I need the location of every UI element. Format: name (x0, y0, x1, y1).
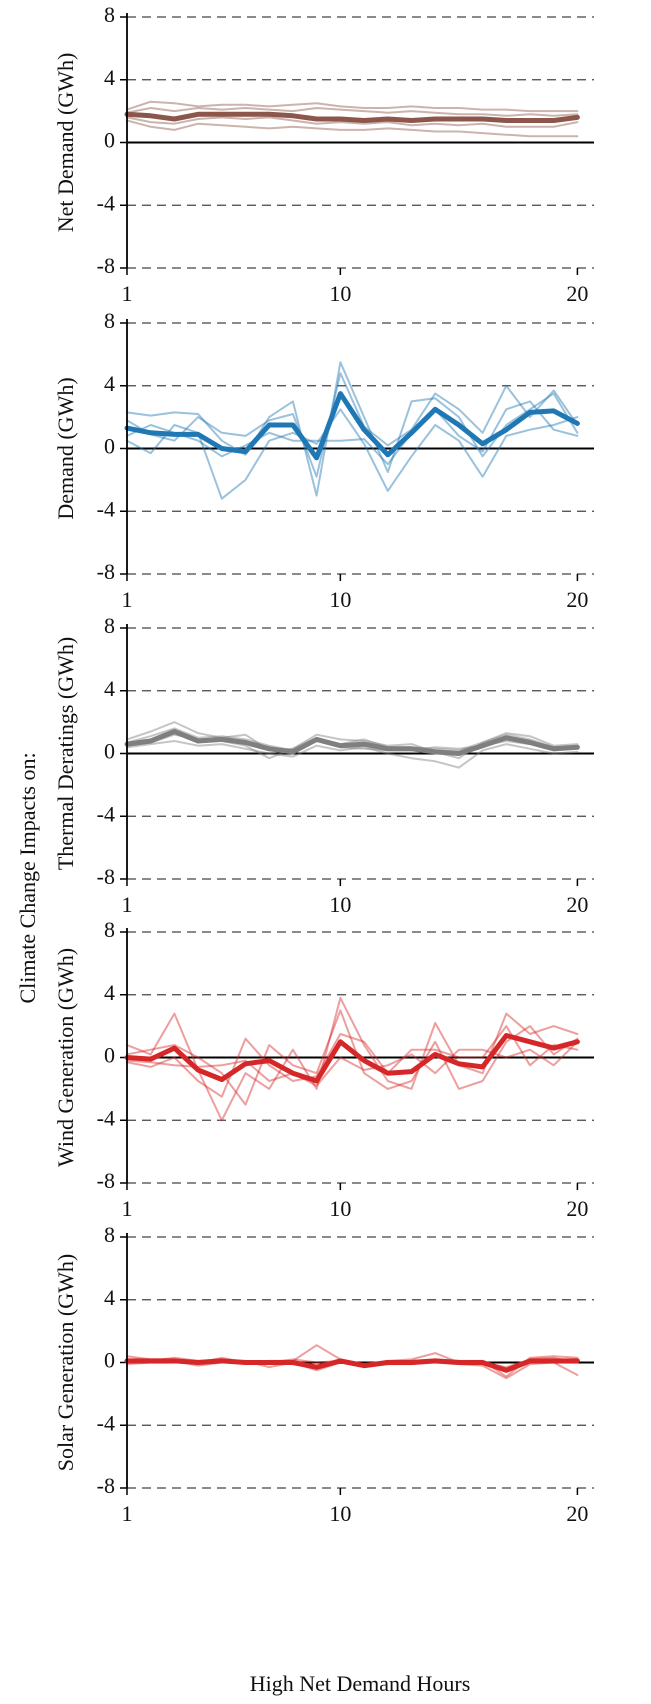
y-tick-label: 0 (104, 739, 115, 764)
x-tick-label: 10 (329, 1196, 351, 1221)
x-tick-label: 1 (122, 1501, 133, 1526)
series-line (124, 729, 580, 756)
series-line (126, 1040, 579, 1087)
super-y-label: Climate Change Impacts on: (15, 752, 40, 1003)
x-tick-label: 10 (329, 587, 351, 612)
y-tick-label: 8 (104, 2, 115, 27)
y-tick-label: -4 (97, 496, 115, 521)
x-tick-label: 1 (122, 281, 133, 306)
x-tick-label: 10 (329, 892, 351, 917)
series-line (126, 1009, 579, 1106)
y-tick-label: 4 (104, 1285, 115, 1310)
y-tick-label: -4 (97, 190, 115, 215)
series-line (124, 1033, 580, 1084)
y-tick-label: 4 (104, 371, 115, 396)
y-axis-label: Net Demand (GWh) (53, 53, 78, 233)
x-tick-label: 20 (566, 1501, 588, 1526)
y-tick-label: -8 (97, 864, 115, 889)
y-tick-label: -8 (97, 1168, 115, 1193)
series-line (126, 996, 579, 1122)
y-axis-label: Thermal Deratings (GWh) (53, 637, 78, 870)
series-line (126, 100, 579, 113)
y-tick-label: -8 (97, 253, 115, 278)
y-tick-label: 4 (104, 676, 115, 701)
y-axis-label: Wind Generation (GWh) (53, 948, 78, 1167)
y-tick-label: 0 (104, 1043, 115, 1068)
x-tick-label: 20 (566, 587, 588, 612)
y-tick-label: -4 (97, 801, 115, 826)
y-tick-label: 8 (104, 917, 115, 942)
series-line (126, 116, 579, 128)
y-axis-label: Demand (GWh) (53, 377, 78, 519)
x-tick-label: 1 (122, 1196, 133, 1221)
y-tick-label: -8 (97, 1473, 115, 1498)
x-tick-label: 1 (122, 892, 133, 917)
series-line (126, 1025, 579, 1098)
series-line (124, 1358, 580, 1373)
x-axis-label: High Net Demand Hours (250, 1671, 471, 1696)
series-line (124, 391, 580, 461)
y-tick-label: 8 (104, 308, 115, 333)
x-tick-label: 1 (122, 587, 133, 612)
y-tick-label: 0 (104, 434, 115, 459)
series-line (126, 107, 579, 117)
series-line (126, 721, 579, 760)
x-tick-label: 20 (566, 281, 588, 306)
y-tick-label: 0 (104, 1348, 115, 1373)
series-line (126, 740, 579, 769)
x-tick-label: 10 (329, 1501, 351, 1526)
y-tick-label: 8 (104, 613, 115, 638)
series-line (126, 400, 579, 466)
y-tick-label: 4 (104, 980, 115, 1005)
x-tick-label: 10 (329, 281, 351, 306)
series-line (126, 727, 579, 752)
y-tick-label: 8 (104, 1222, 115, 1247)
series-line (124, 111, 580, 123)
y-tick-label: -4 (97, 1410, 115, 1435)
series-line (126, 119, 579, 138)
x-tick-label: 20 (566, 892, 588, 917)
x-tick-label: 20 (566, 1196, 588, 1221)
y-tick-label: 4 (104, 65, 115, 90)
y-axis-label: Solar Generation (GWh) (53, 1254, 78, 1471)
y-tick-label: 0 (104, 128, 115, 153)
y-tick-label: -4 (97, 1105, 115, 1130)
series-line (126, 408, 579, 500)
series-line (126, 372, 579, 478)
y-tick-label: -8 (97, 559, 115, 584)
